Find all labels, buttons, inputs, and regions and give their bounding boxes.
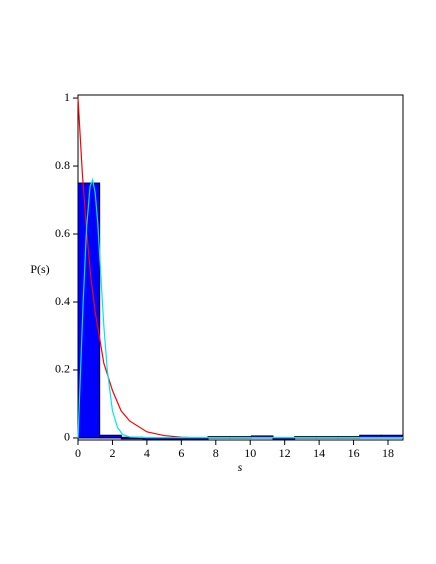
y-tick-label: 0.8 [55,158,70,172]
x-tick-label: 8 [213,446,219,460]
x-tick-label: 2 [109,446,115,460]
y-axis-label: P(s) [30,262,49,276]
x-tick-label: 0 [75,446,81,460]
y-tick-label: 0.4 [55,294,70,308]
curve [77,177,403,439]
x-tick-label: 16 [348,446,360,460]
x-tick-label: 18 [382,446,394,460]
x-tick-label: 14 [313,446,325,460]
x-tick-label: 10 [244,446,256,460]
x-tick-label: 6 [178,446,184,460]
histogram-bar [99,434,122,439]
x-tick-label: 12 [279,446,291,460]
histogram-bar [77,182,101,439]
y-tick-label: 0 [64,430,70,444]
y-tick-label: 1 [64,90,70,104]
x-axis-label: s [238,460,243,474]
x-tick-label: 4 [144,446,150,460]
y-tick-label: 0.2 [55,362,70,376]
y-tick-label: 0.6 [55,226,70,240]
plot-frame [77,94,404,441]
